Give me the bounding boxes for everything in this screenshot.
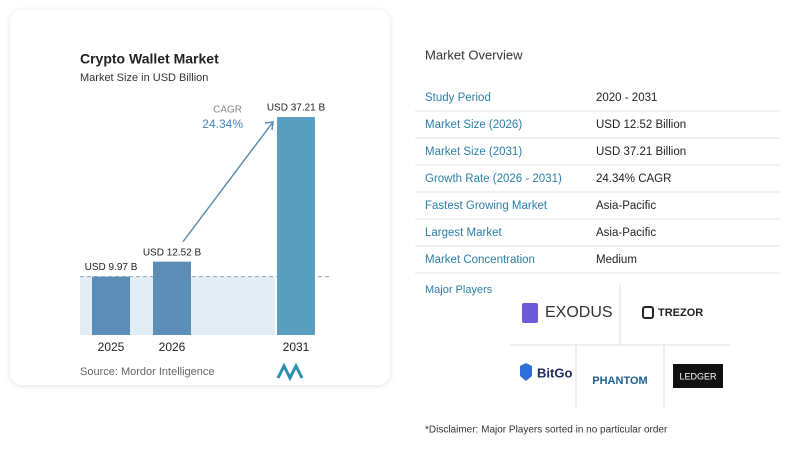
player-logo: BitGo bbox=[537, 365, 572, 380]
logo bbox=[276, 362, 304, 382]
cagr-value: 24.34% bbox=[202, 117, 243, 131]
chart-title: Crypto Wallet Market bbox=[80, 51, 219, 67]
overview-table: Study Period 2020 - 2031 Market Size (2026… bbox=[415, 85, 780, 274]
player-grid bbox=[510, 285, 730, 408]
overview-title: Market Overview bbox=[425, 47, 523, 62]
row-label: Market Size (2026) bbox=[425, 119, 522, 131]
row-value: 24.34% CAGR bbox=[596, 173, 671, 185]
chart-subtitle: Market Size in USD Billion bbox=[80, 72, 208, 84]
x-tick-label: 2026 bbox=[159, 340, 186, 354]
row-bg bbox=[415, 220, 780, 246]
value-label: USD 9.97 B bbox=[85, 262, 138, 273]
exodus-icon bbox=[522, 303, 538, 323]
player-logo: LEDGER bbox=[679, 371, 717, 381]
cagr-label: CAGR bbox=[213, 105, 242, 116]
row-label: Study Period bbox=[425, 92, 491, 104]
row-label: Market Concentration bbox=[425, 254, 535, 266]
row-label: Fastest Growing Market bbox=[425, 200, 548, 212]
row-label: Largest Market bbox=[425, 227, 503, 239]
row-bg bbox=[415, 193, 780, 219]
bitgo-icon bbox=[520, 363, 532, 381]
row-bg bbox=[415, 247, 780, 273]
bar bbox=[153, 261, 191, 335]
source: Source: Mordor Intelligence bbox=[80, 366, 215, 378]
x-tick-label: 2031 bbox=[283, 340, 310, 354]
row-value: USD 37.21 Billion bbox=[596, 146, 686, 158]
cagr-arrow bbox=[182, 121, 274, 243]
row-bg bbox=[415, 85, 780, 111]
row-value: Asia-Pacific bbox=[596, 200, 656, 212]
bar bbox=[277, 117, 315, 335]
row-bg bbox=[415, 112, 780, 138]
row-bg bbox=[415, 139, 780, 165]
row-value: 2020 - 2031 bbox=[596, 92, 657, 104]
player-logo: EXODUS bbox=[545, 304, 613, 321]
player-logo: PHANTOM bbox=[592, 375, 647, 387]
row-label: Growth Rate (2026 - 2031) bbox=[425, 173, 562, 185]
arrow-head bbox=[264, 121, 274, 131]
row-value: USD 12.52 Billion bbox=[596, 119, 686, 131]
player-logo: TREZOR bbox=[658, 307, 703, 319]
value-label: USD 12.52 B bbox=[143, 247, 202, 258]
row-value: Medium bbox=[596, 254, 637, 266]
row-label: Market Size (2031) bbox=[425, 146, 522, 158]
row-value: Asia-Pacific bbox=[596, 227, 656, 239]
disclaimer: *Disclaimer: Major Players sorted in no … bbox=[425, 425, 668, 436]
players-title: Major Players bbox=[425, 284, 493, 296]
x-tick-label: 2025 bbox=[98, 340, 125, 354]
bar bbox=[92, 276, 130, 335]
ledger-box bbox=[673, 364, 723, 388]
row-bg bbox=[415, 166, 780, 192]
value-label: USD 37.21 B bbox=[267, 103, 326, 114]
trezor-icon bbox=[642, 306, 654, 319]
